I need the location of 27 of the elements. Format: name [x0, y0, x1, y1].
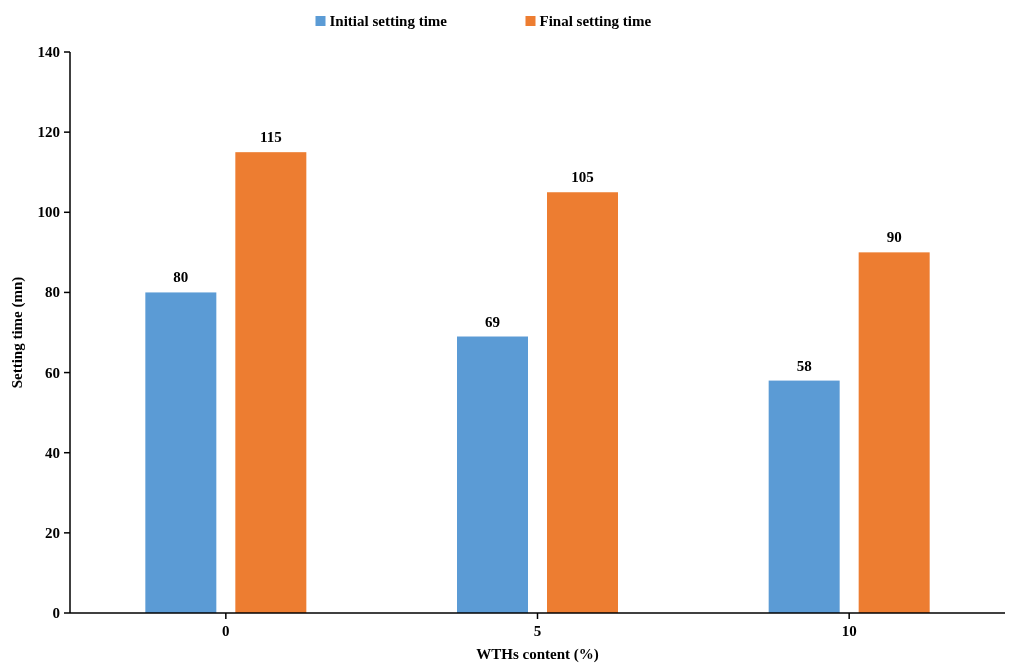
bar: [145, 292, 217, 613]
data-label: 90: [886, 229, 902, 246]
y-tick-label: 80: [45, 284, 60, 301]
data-label: 80: [173, 269, 189, 286]
x-axis-title: WTHs content (%): [476, 646, 599, 663]
bar: [547, 192, 618, 613]
legend-label: Final setting time: [539, 13, 652, 29]
legend-label: Initial setting time: [329, 13, 448, 29]
y-tick-label: 60: [45, 364, 60, 381]
data-label: 69: [485, 313, 500, 330]
y-tick-label: 100: [37, 204, 60, 221]
bar: [235, 152, 307, 613]
data-label: 58: [796, 357, 812, 374]
y-tick-label: 20: [45, 524, 60, 541]
y-tick-label: 140: [37, 44, 60, 60]
x-tick-label: 0: [222, 623, 230, 639]
x-tick-label: 5: [533, 623, 542, 639]
data-label: 115: [259, 129, 282, 146]
bar: [858, 252, 930, 613]
data-label: 105: [571, 169, 594, 186]
y-tick-label: 0: [52, 605, 60, 621]
x-tick-label: 10: [841, 623, 857, 639]
y-tick-label: 40: [45, 444, 60, 461]
y-axis-title: Setting time (mn): [9, 276, 26, 389]
bar: [768, 380, 840, 613]
bar: [457, 336, 528, 613]
y-tick-label: 120: [37, 124, 60, 141]
